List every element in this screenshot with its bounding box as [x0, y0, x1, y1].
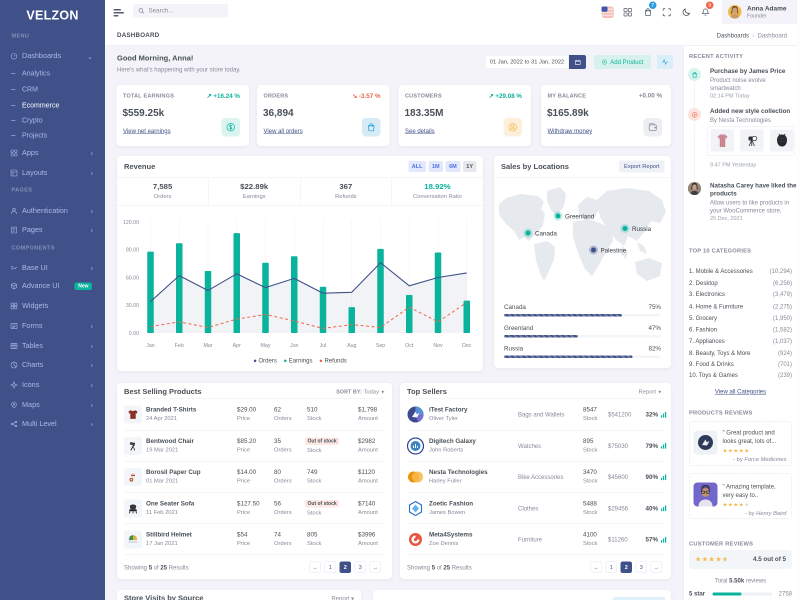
svg-text:30.00: 30.00 — [126, 303, 139, 309]
svg-text:Palestine: Palestine — [601, 248, 627, 255]
svg-text:120.00: 120.00 — [123, 220, 139, 226]
svg-text:Mar: Mar — [203, 343, 212, 349]
svg-text:Jun: Jun — [290, 343, 299, 349]
svg-text:Jan: Jan — [146, 343, 155, 349]
svg-text:Dec: Dec — [462, 343, 472, 349]
svg-text:Canada: Canada — [535, 231, 557, 238]
svg-text:Russia: Russia — [632, 226, 652, 233]
svg-text:Jul: Jul — [320, 343, 327, 349]
svg-text:Sep: Sep — [376, 343, 385, 349]
svg-text:Oct: Oct — [405, 343, 414, 349]
svg-text:Apr: Apr — [233, 343, 241, 349]
svg-text:Greenland: Greenland — [565, 214, 595, 221]
svg-text:0.00: 0.00 — [129, 331, 139, 337]
svg-text:May: May — [261, 343, 271, 349]
svg-text:Nov: Nov — [433, 343, 443, 349]
svg-text:90.00: 90.00 — [126, 248, 139, 254]
svg-text:Aug: Aug — [347, 343, 356, 349]
svg-text:Feb: Feb — [175, 343, 184, 349]
svg-text:60.00: 60.00 — [126, 275, 139, 281]
